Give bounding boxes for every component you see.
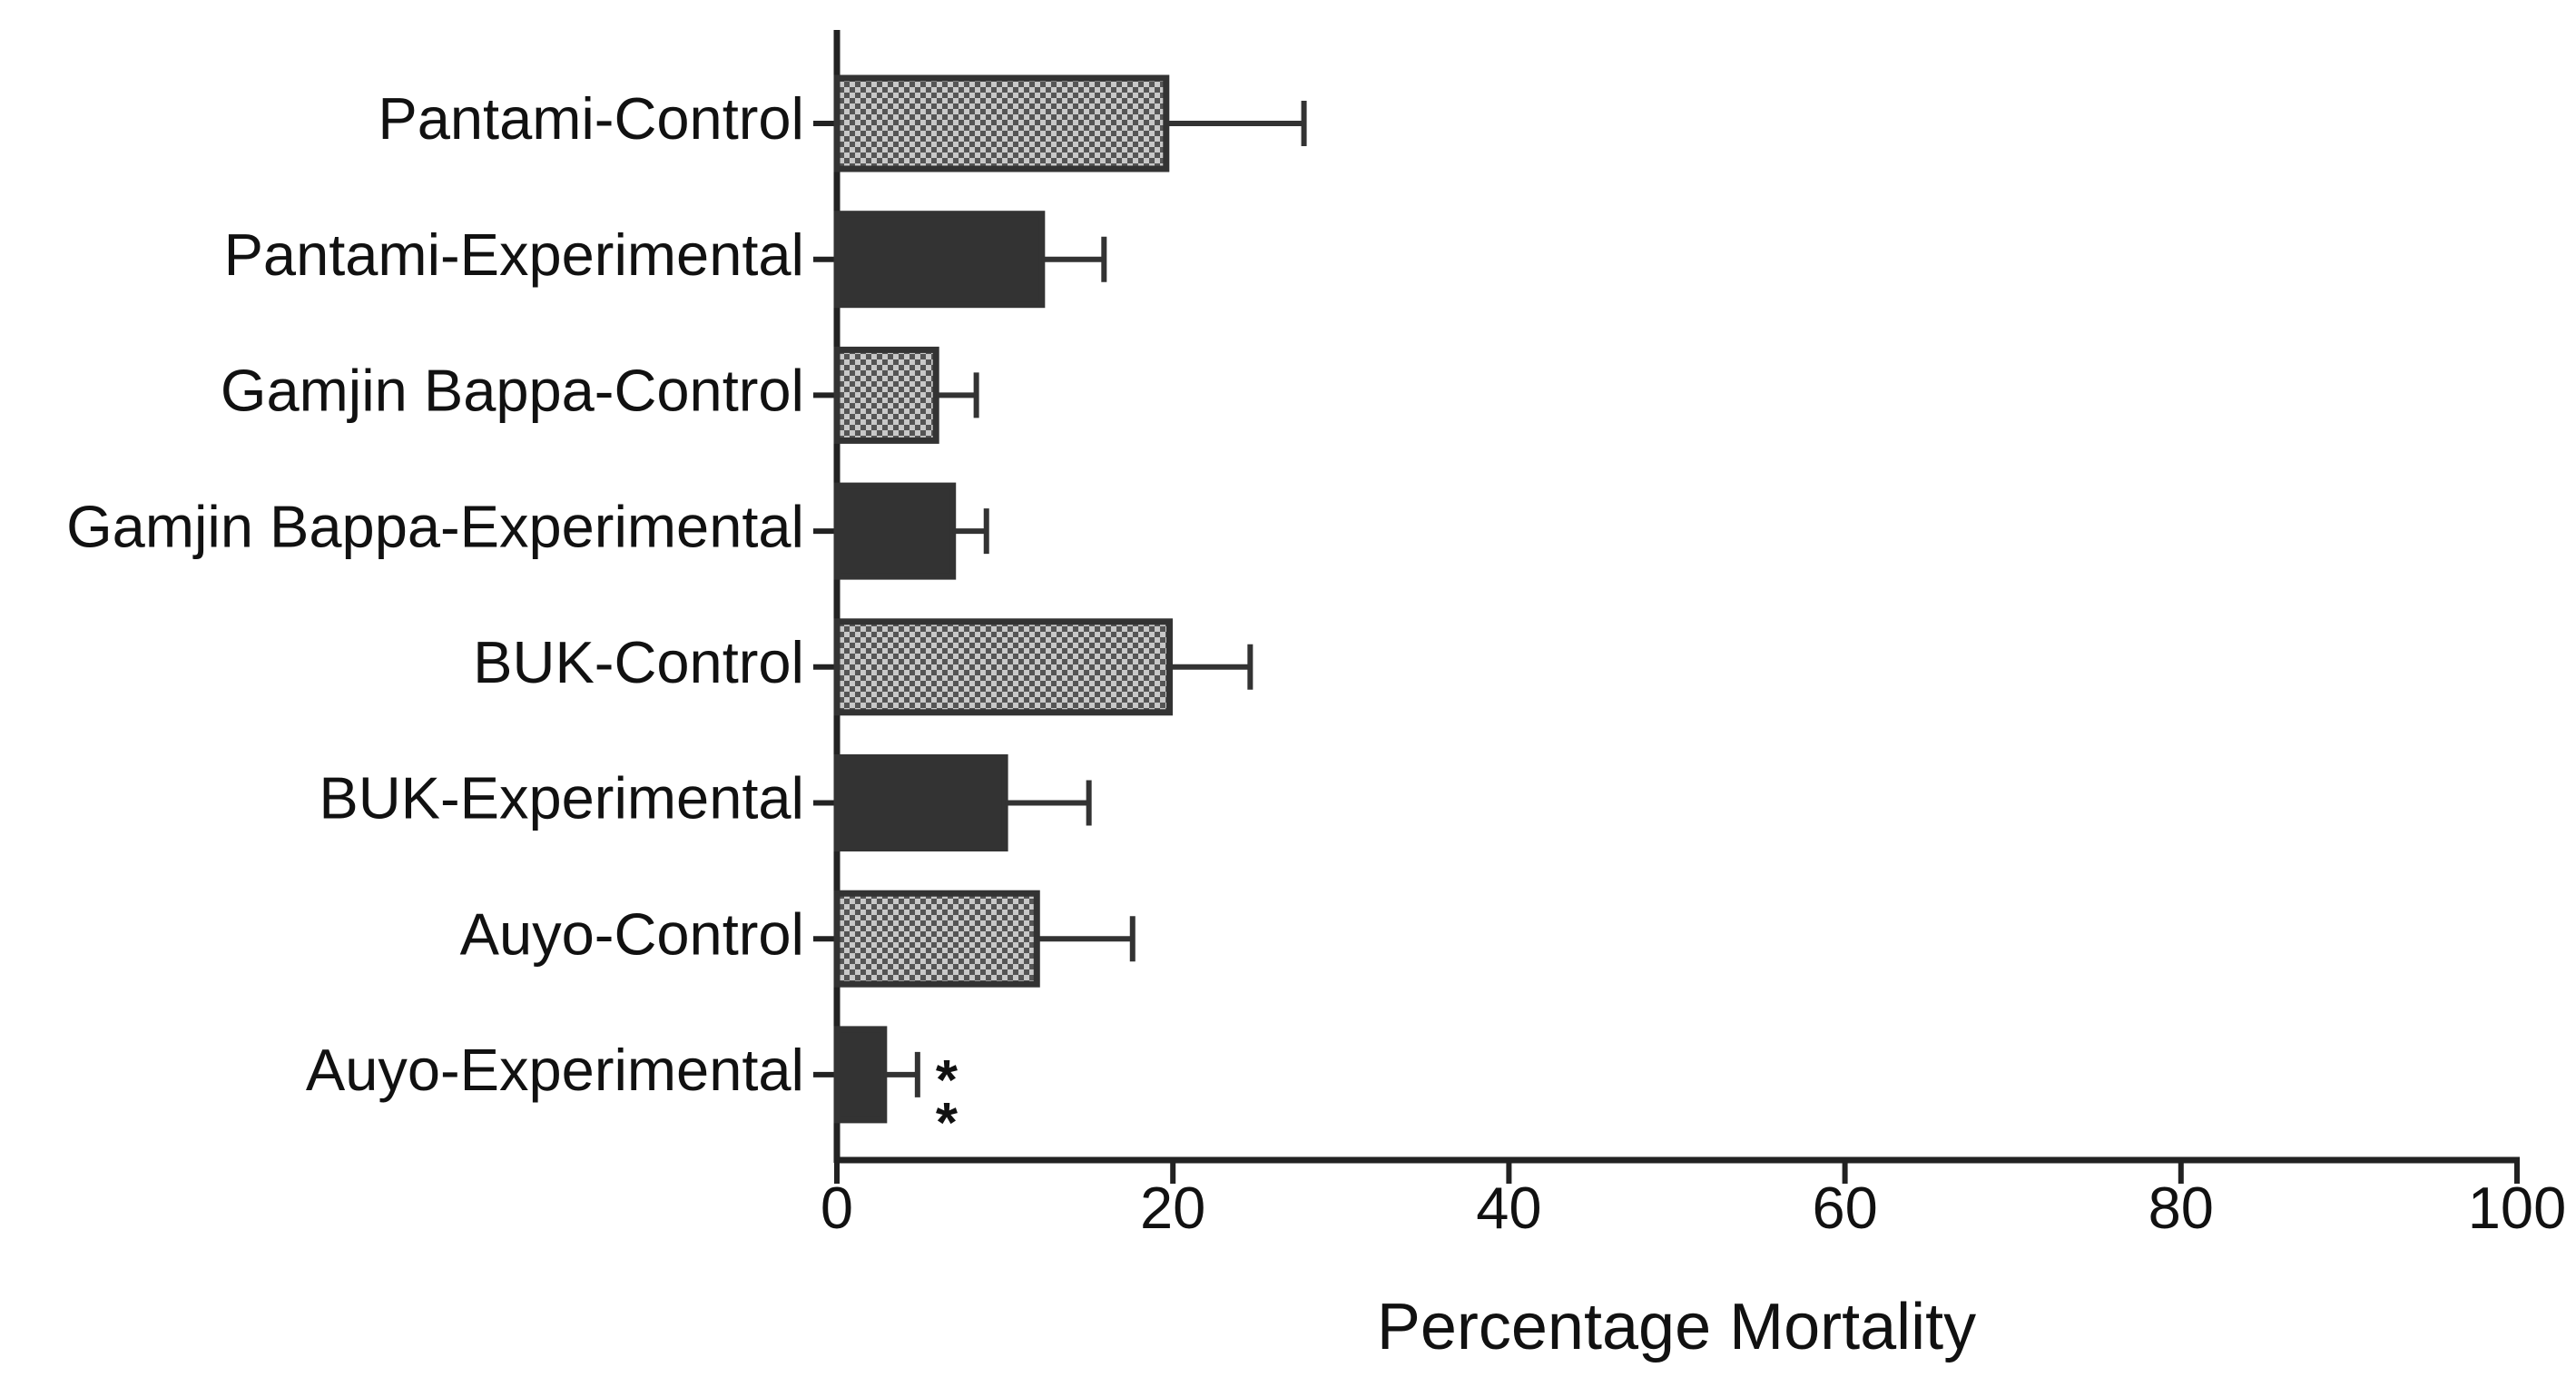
bar — [833, 618, 1173, 716]
x-axis-title: Percentage Mortality — [1377, 1291, 1976, 1363]
x-tick-label: 40 — [1476, 1175, 1541, 1241]
y-tick-label: Pantami-Control — [378, 85, 804, 152]
annotation: ** — [915, 1049, 978, 1135]
y-tick-label: Auyo-Control — [460, 900, 804, 967]
y-tick-label: Gamjin Bappa-Control — [221, 358, 804, 424]
bar — [833, 346, 939, 444]
bar — [833, 211, 1046, 309]
bar — [833, 1026, 888, 1124]
y-tick-label: Auyo-Experimental — [306, 1037, 804, 1103]
bar — [833, 890, 1040, 988]
x-tick-label: 100 — [2468, 1175, 2566, 1241]
y-tick-label: BUK-Experimental — [319, 765, 804, 831]
x-tick-label: 60 — [1812, 1175, 1877, 1241]
y-tick-label: Pantami-Experimental — [224, 221, 804, 288]
x-tick-label: 20 — [1140, 1175, 1205, 1241]
x-tick-label: 80 — [2148, 1175, 2214, 1241]
bar — [833, 74, 1170, 172]
y-tick-label: BUK-Control — [473, 629, 804, 695]
x-tick-label: 0 — [821, 1175, 853, 1241]
bar — [833, 754, 1008, 851]
y-tick-label: Gamjin Bappa-Experimental — [66, 493, 804, 559]
bar — [833, 482, 957, 580]
